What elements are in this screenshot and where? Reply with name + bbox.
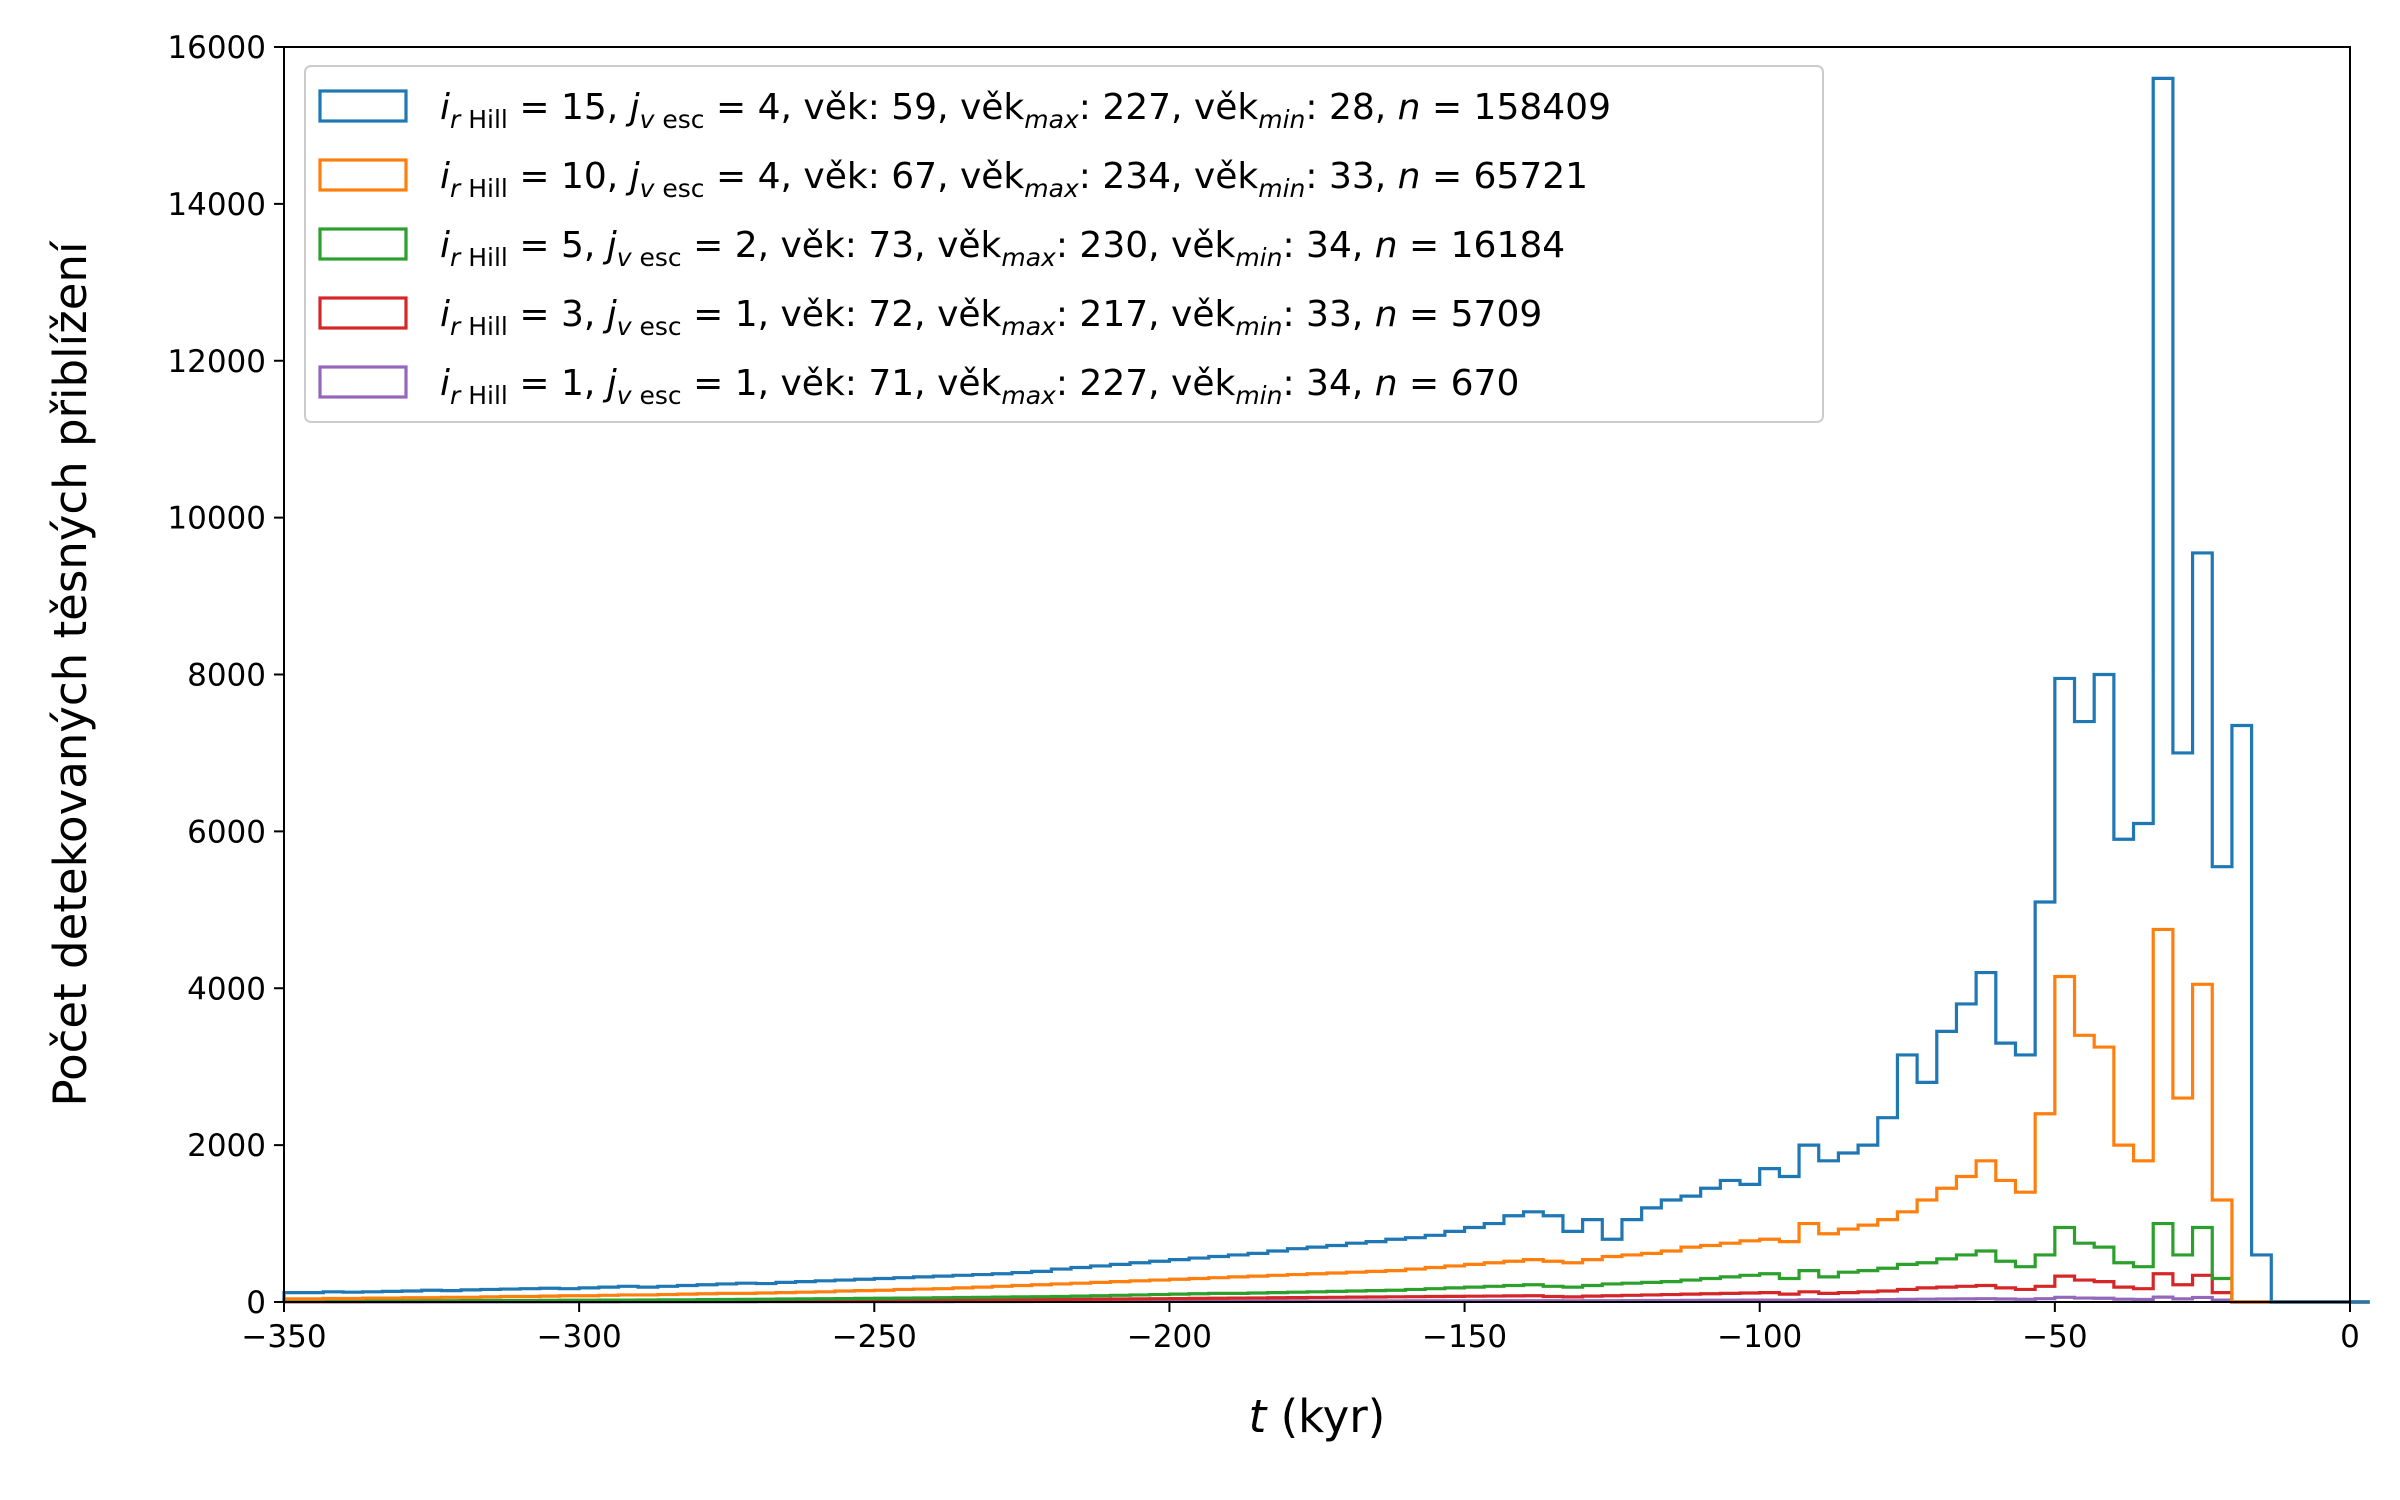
- legend-entry: ir Hill = 1, jv esc = 1, věk: 71, věkmax…: [440, 363, 1519, 410]
- y-tick-label: 4000: [187, 971, 266, 1007]
- series-2-steps: [282, 1221, 2370, 1304]
- x-tick-label: −50: [2022, 1319, 2087, 1355]
- legend-swatch: [318, 296, 408, 330]
- series-0-steps: [282, 76, 2370, 1304]
- x-tick-label: −350: [241, 1319, 326, 1355]
- x-tick-label: −150: [1422, 1319, 1507, 1355]
- legend-swatch: [318, 227, 408, 261]
- axis-ticks-layer: −350 −300 −250 −200 −150 −100 −50 0 0 2000 4000 600…: [167, 30, 2359, 1355]
- y-tick-label: 16000: [167, 30, 266, 66]
- x-axis-var: t: [1249, 1390, 1269, 1443]
- legend-swatch: [318, 158, 408, 192]
- legend-entry: ir Hill = 10, jv esc = 4, věk: 67, věkma…: [440, 156, 1588, 203]
- x-tick-label: 0: [2340, 1319, 2360, 1355]
- y-tick-label: 0: [246, 1285, 266, 1321]
- legend: ir Hill = 15, jv esc = 4, věk: 59, věkma…: [304, 65, 1824, 423]
- x-tick-label: −250: [832, 1319, 917, 1355]
- y-tick-label: 10000: [167, 501, 266, 537]
- legend-swatch: [318, 365, 408, 399]
- legend-entry: ir Hill = 3, jv esc = 1, věk: 72, věkmax…: [440, 294, 1542, 341]
- y-tick-label: 2000: [187, 1128, 266, 1164]
- series-1-steps: [282, 927, 2370, 1304]
- x-tick-label: −200: [1127, 1319, 1212, 1355]
- y-axis-label: Počet detekovaných těsných přiblížení: [44, 240, 97, 1106]
- y-tick-label: 6000: [187, 814, 266, 850]
- legend-entry: ir Hill = 15, jv esc = 4, věk: 59, věkma…: [440, 87, 1611, 134]
- histogram-steps-layer: [282, 76, 2370, 1304]
- x-axis-label: t (kyr): [1249, 1390, 1386, 1443]
- legend-entry: ir Hill = 5, jv esc = 2, věk: 73, věkmax…: [440, 225, 1565, 272]
- y-tick-label: 12000: [167, 344, 266, 380]
- x-axis-unit: (kyr): [1266, 1390, 1385, 1443]
- x-tick-label: −100: [1717, 1319, 1802, 1355]
- legend-swatch: [318, 89, 408, 123]
- y-tick-label: 14000: [167, 187, 266, 223]
- x-tick-label: −300: [537, 1319, 622, 1355]
- legend-box: [304, 65, 1824, 423]
- y-tick-label: 8000: [187, 658, 266, 694]
